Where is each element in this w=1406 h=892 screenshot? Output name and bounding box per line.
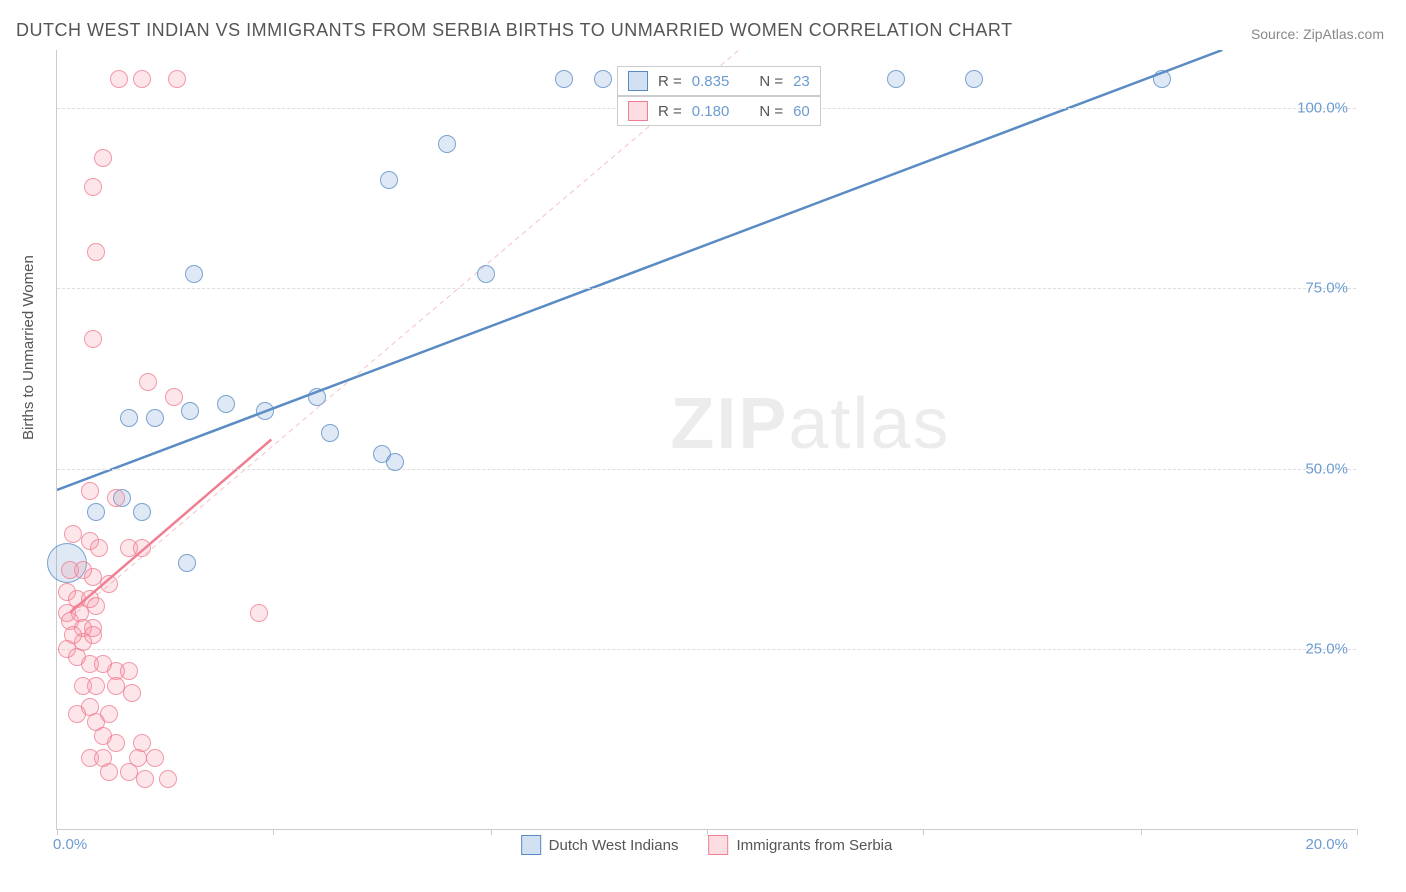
n-label: N = <box>759 73 783 90</box>
data-point <box>84 330 102 348</box>
y-axis-label: Births to Unmarried Women <box>20 255 37 440</box>
data-point <box>165 388 183 406</box>
data-point <box>84 626 102 644</box>
legend-stats-row: R = 0.180 N = 60 <box>617 96 821 126</box>
data-point <box>321 424 339 442</box>
y-tick-label: 25.0% <box>1305 641 1348 658</box>
r-label: R = <box>658 73 682 90</box>
x-tick <box>923 829 924 835</box>
legend-swatch-icon <box>521 835 541 855</box>
gridline-h <box>57 288 1356 289</box>
data-point <box>438 135 456 153</box>
data-point <box>159 770 177 788</box>
data-point <box>100 575 118 593</box>
watermark: ZIPatlas <box>670 383 950 465</box>
n-label: N = <box>759 103 783 120</box>
data-point <box>1153 70 1171 88</box>
data-point <box>594 70 612 88</box>
data-point <box>308 388 326 406</box>
data-point <box>81 482 99 500</box>
data-point <box>87 243 105 261</box>
data-point <box>87 503 105 521</box>
data-point <box>87 597 105 615</box>
data-point <box>84 178 102 196</box>
n-value: 60 <box>793 103 810 120</box>
data-point <box>217 395 235 413</box>
r-value: 0.835 <box>692 73 730 90</box>
data-point <box>168 70 186 88</box>
data-point <box>110 70 128 88</box>
legend-item-serbia: Immigrants from Serbia <box>708 835 892 855</box>
data-point <box>477 265 495 283</box>
data-point <box>965 70 983 88</box>
r-label: R = <box>658 103 682 120</box>
chart-title: DUTCH WEST INDIAN VS IMMIGRANTS FROM SER… <box>16 20 1013 41</box>
data-point <box>887 70 905 88</box>
legend-label: Dutch West Indians <box>549 837 679 854</box>
data-point <box>133 70 151 88</box>
chart-container: DUTCH WEST INDIAN VS IMMIGRANTS FROM SER… <box>0 0 1406 892</box>
n-value: 23 <box>793 73 810 90</box>
data-point <box>386 453 404 471</box>
data-point <box>87 677 105 695</box>
x-tick <box>57 829 58 835</box>
data-point <box>90 539 108 557</box>
legend-bottom: Dutch West Indians Immigrants from Serbi… <box>521 835 893 855</box>
x-tick-max: 20.0% <box>1305 836 1348 853</box>
data-point <box>133 539 151 557</box>
legend-swatch-icon <box>628 71 648 91</box>
chart-source: Source: ZipAtlas.com <box>1251 26 1384 42</box>
data-point <box>146 409 164 427</box>
data-point <box>120 409 138 427</box>
data-point <box>555 70 573 88</box>
legend-stats-row: R = 0.835 N = 23 <box>617 66 821 96</box>
data-point <box>185 265 203 283</box>
x-tick <box>707 829 708 835</box>
data-point <box>123 684 141 702</box>
legend-label: Immigrants from Serbia <box>736 837 892 854</box>
data-point <box>181 402 199 420</box>
gridline-h <box>57 649 1356 650</box>
x-tick <box>273 829 274 835</box>
trend-lines-layer <box>57 50 1356 829</box>
data-point <box>100 763 118 781</box>
plot-area: ZIPatlas Dutch West Indians Immigrants f… <box>56 50 1356 830</box>
data-point <box>256 402 274 420</box>
r-value: 0.180 <box>692 103 730 120</box>
data-point <box>250 604 268 622</box>
data-point <box>136 770 154 788</box>
x-tick <box>1357 829 1358 835</box>
legend-swatch-icon <box>628 101 648 121</box>
data-point <box>133 503 151 521</box>
data-point <box>107 734 125 752</box>
data-point <box>178 554 196 572</box>
y-tick-label: 50.0% <box>1305 460 1348 477</box>
data-point <box>68 705 86 723</box>
legend-item-dutch: Dutch West Indians <box>521 835 679 855</box>
x-tick <box>1141 829 1142 835</box>
data-point <box>139 373 157 391</box>
data-point <box>146 749 164 767</box>
data-point <box>94 149 112 167</box>
y-tick-label: 75.0% <box>1305 280 1348 297</box>
y-tick-label: 100.0% <box>1297 99 1348 116</box>
data-point <box>380 171 398 189</box>
data-point <box>120 662 138 680</box>
gridline-h <box>57 469 1356 470</box>
x-tick <box>491 829 492 835</box>
x-tick-min: 0.0% <box>53 836 87 853</box>
data-point <box>107 489 125 507</box>
legend-swatch-icon <box>708 835 728 855</box>
